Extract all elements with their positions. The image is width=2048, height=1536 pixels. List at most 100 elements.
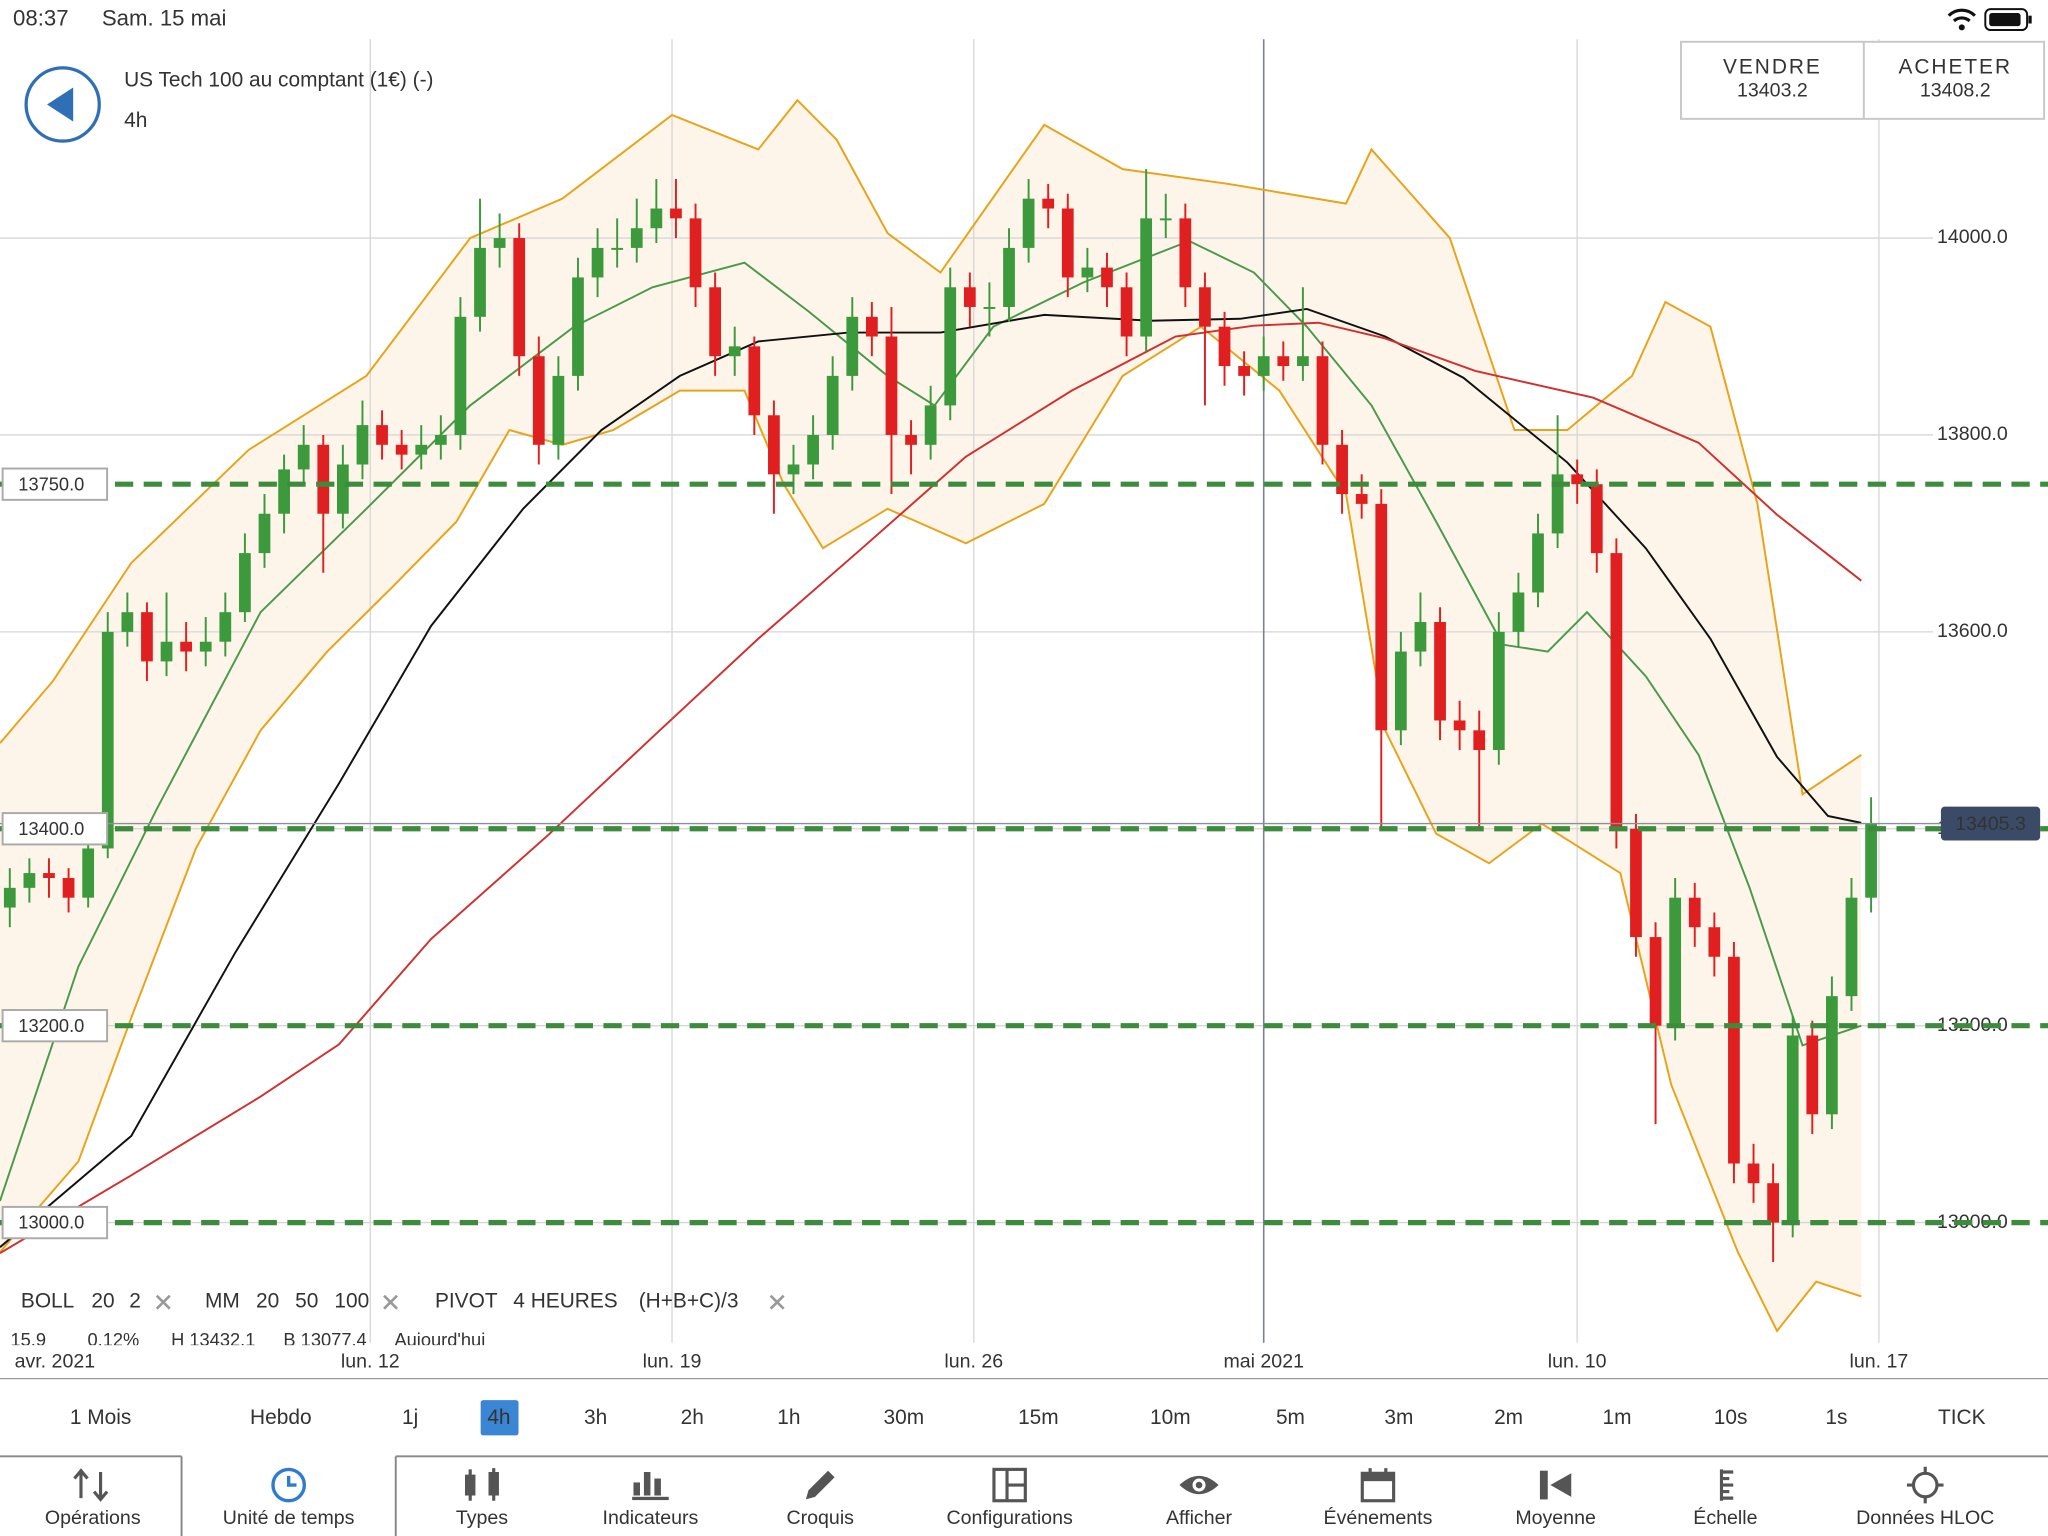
last-price-tag	[1940, 806, 2041, 841]
candle-body	[1316, 356, 1329, 445]
candle-body	[846, 316, 859, 376]
level-label: 13000.0	[18, 1212, 84, 1233]
candle-body	[1865, 823, 1877, 898]
icon-events	[1360, 1468, 1396, 1503]
candle-body	[376, 425, 388, 445]
candle-body	[650, 208, 663, 229]
candle-body	[1590, 484, 1603, 554]
tab-label[interactable]: Unité de temps	[223, 1507, 355, 1529]
tab-label[interactable]: Événements	[1324, 1506, 1433, 1529]
buy-button[interactable]: ACHETER 13408.2	[1899, 55, 2012, 101]
candle-body	[278, 469, 290, 514]
timeframe-button[interactable]: 10m	[1150, 1406, 1191, 1429]
tab-label[interactable]: Échelle	[1693, 1506, 1757, 1529]
legend-name: PIVOT	[435, 1290, 498, 1313]
x-tick-label: avr. 2021	[15, 1350, 96, 1372]
candle-body	[219, 612, 232, 642]
y-tick-label: 13200.0	[1937, 1014, 2008, 1036]
timeframe-button[interactable]: 5m	[1276, 1406, 1305, 1429]
candle-body	[983, 306, 996, 309]
timeframe-button[interactable]: 30m	[884, 1406, 925, 1429]
candle-body	[630, 228, 643, 248]
legend-param: (H+B+C)/3	[639, 1290, 739, 1313]
candle-body	[513, 238, 526, 357]
tab-label[interactable]: Configurations	[947, 1507, 1073, 1529]
tab-label[interactable]: Données HLOC	[1856, 1507, 1994, 1529]
header-timeframe: 4h	[124, 109, 147, 132]
candle-body	[1845, 897, 1858, 997]
tab-label[interactable]: Indicateurs	[603, 1507, 699, 1529]
candle-body	[62, 877, 75, 898]
timeframe-button[interactable]: 1j	[402, 1406, 418, 1429]
legend-name: MM	[205, 1290, 240, 1313]
tab-label[interactable]: Opérations	[45, 1507, 141, 1529]
x-axis-band	[0, 1345, 2048, 1378]
candle-body	[1336, 444, 1348, 495]
timeframe-button[interactable]: 10s	[1714, 1406, 1748, 1429]
timeframe-button[interactable]: 1 Mois	[70, 1406, 131, 1429]
tab-label[interactable]: Croquis	[787, 1507, 855, 1529]
stat: B 13077.4	[283, 1329, 366, 1350]
tab-label[interactable]: Afficher	[1166, 1507, 1232, 1529]
timeframe-button[interactable]: 1s	[1825, 1406, 1847, 1429]
status-date: Sam. 15 mai	[102, 5, 227, 30]
y-tick-label: 13600.0	[1937, 620, 2008, 642]
legend-param: 4 HEURES	[513, 1290, 617, 1313]
candle-body	[1473, 730, 1486, 751]
level-label: 13750.0	[18, 473, 84, 494]
tab-label[interactable]: Types	[456, 1507, 508, 1529]
icon-indicators	[632, 1472, 669, 1501]
timeframe-button[interactable]: 1h	[777, 1406, 800, 1429]
candle-body	[239, 553, 251, 613]
back-button[interactable]	[24, 66, 101, 143]
timeframe-button[interactable]: TICK	[1938, 1406, 1986, 1429]
level-box	[1, 1205, 109, 1240]
timeframe-button[interactable]: 4h	[480, 1400, 519, 1436]
timeframe-button[interactable]: 3m	[1384, 1406, 1413, 1429]
x-tick-label: lun. 17	[1850, 1350, 1909, 1372]
timeframe-label: 1s	[1825, 1406, 1847, 1429]
timeframe-button[interactable]: 15m	[1018, 1406, 1059, 1429]
candle-body	[1218, 326, 1231, 367]
status-time: 08:37	[13, 5, 69, 30]
legend-remove[interactable]	[155, 1294, 171, 1310]
level-label: 13200.0	[18, 1015, 84, 1036]
timeframe-label: TICK	[1938, 1406, 1986, 1429]
candle-body	[572, 277, 584, 376]
candle-body	[1630, 828, 1642, 938]
sell-button[interactable]: VENDRE 13403.2	[1723, 55, 1822, 101]
last-price-label: 13405.3	[1955, 813, 2026, 835]
legend-remove[interactable]	[383, 1294, 398, 1310]
timeframe-button[interactable]: 1m	[1602, 1406, 1631, 1429]
candle-body	[43, 873, 55, 878]
overlay: 13000.0 13200.0 13400.0 13600.0 13800.0 14000…	[0, 226, 2048, 1378]
legend-remove[interactable]	[769, 1294, 785, 1310]
tab-label[interactable]: Moyenne	[1515, 1507, 1596, 1529]
timeframe-button[interactable]: 3h	[584, 1406, 607, 1429]
candle-body	[493, 238, 506, 248]
timeframe-button[interactable]: 2m	[1494, 1406, 1523, 1429]
stat: 0.12%	[88, 1329, 140, 1350]
candle-body	[1277, 356, 1290, 367]
candle-body	[1747, 1163, 1760, 1184]
candle-body	[709, 287, 722, 357]
candle-body	[1571, 474, 1584, 485]
candle-body	[1453, 720, 1466, 731]
candle-body	[1551, 474, 1564, 534]
timeframe-button[interactable]: Hebdo	[250, 1406, 312, 1429]
candle-body	[611, 247, 624, 250]
candle-body	[1708, 927, 1721, 957]
candle-body	[1826, 996, 1838, 1115]
candle-body	[1669, 897, 1682, 1026]
timeframe-button[interactable]: 2h	[681, 1406, 704, 1429]
candle-body	[1022, 198, 1035, 248]
candle-body	[1257, 356, 1270, 376]
legend-param: 20	[256, 1290, 279, 1313]
icon-operations	[73, 1468, 109, 1502]
candle-body	[415, 444, 428, 455]
indicator-line	[0, 239, 1862, 1202]
candle-body	[1649, 937, 1662, 1026]
candle-body	[728, 346, 741, 357]
